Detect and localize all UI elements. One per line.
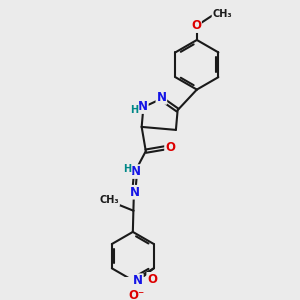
Text: O: O: [165, 141, 175, 154]
Text: O⁻: O⁻: [128, 289, 145, 300]
Text: N: N: [138, 100, 148, 113]
Text: H: H: [130, 105, 139, 115]
Text: N: N: [133, 274, 143, 287]
Text: O: O: [147, 273, 157, 286]
Text: CH₃: CH₃: [212, 9, 232, 19]
Text: N: N: [131, 165, 141, 178]
Text: H: H: [124, 164, 132, 174]
Text: O: O: [191, 19, 201, 32]
Text: CH₃: CH₃: [100, 196, 119, 206]
Text: N: N: [130, 186, 140, 199]
Text: N: N: [156, 91, 167, 104]
